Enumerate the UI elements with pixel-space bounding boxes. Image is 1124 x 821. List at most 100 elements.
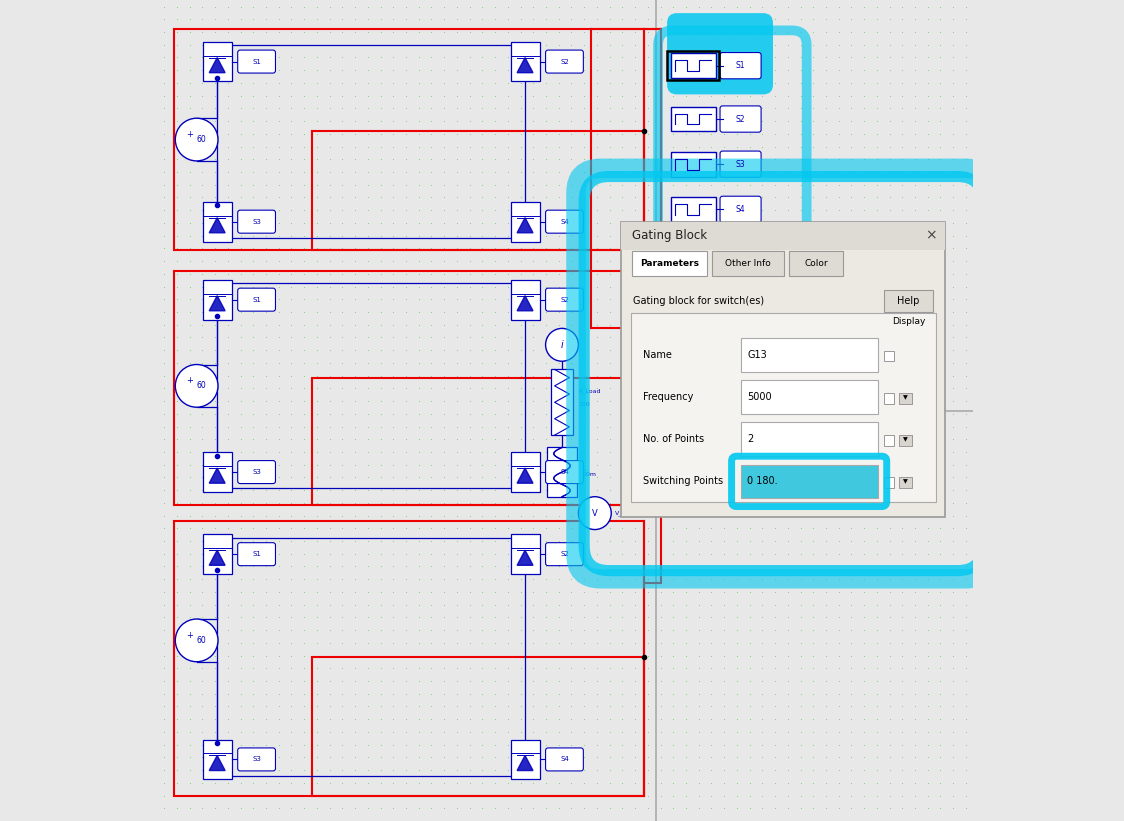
Point bbox=[397, 319, 415, 332]
Point bbox=[372, 395, 390, 408]
Point bbox=[232, 140, 250, 153]
FancyBboxPatch shape bbox=[667, 13, 773, 94]
Point bbox=[232, 293, 250, 306]
Point bbox=[702, 496, 720, 509]
Point bbox=[308, 343, 326, 356]
Point bbox=[932, 331, 950, 344]
Point bbox=[550, 573, 568, 586]
Point bbox=[728, 598, 746, 611]
Point bbox=[741, 738, 759, 751]
Point bbox=[842, 102, 860, 115]
Point bbox=[664, 305, 682, 319]
Point bbox=[868, 585, 886, 599]
Point bbox=[677, 801, 695, 814]
Point bbox=[448, 509, 466, 522]
Point bbox=[206, 777, 224, 790]
Point bbox=[652, 39, 670, 52]
Point bbox=[244, 738, 262, 751]
Point bbox=[638, 204, 656, 217]
Point bbox=[741, 343, 759, 356]
Point bbox=[435, 0, 453, 13]
Point bbox=[702, 76, 720, 89]
Point bbox=[320, 675, 338, 688]
Point bbox=[270, 534, 288, 548]
Point bbox=[346, 611, 364, 624]
Point bbox=[575, 229, 593, 242]
Point bbox=[562, 738, 580, 751]
Point bbox=[282, 268, 300, 281]
Point bbox=[473, 662, 491, 675]
Point bbox=[880, 509, 898, 522]
Point bbox=[868, 801, 886, 814]
Point bbox=[282, 153, 300, 166]
Point bbox=[957, 369, 975, 383]
Point bbox=[219, 764, 237, 777]
Point bbox=[397, 484, 415, 497]
Point bbox=[575, 407, 593, 420]
Point bbox=[868, 319, 886, 332]
Point bbox=[664, 433, 682, 446]
Point bbox=[932, 662, 950, 675]
Point bbox=[830, 750, 847, 764]
Point bbox=[206, 433, 224, 446]
Point bbox=[767, 127, 785, 140]
Point bbox=[779, 217, 797, 230]
Point bbox=[257, 166, 275, 179]
Point bbox=[918, 204, 936, 217]
Point bbox=[359, 395, 377, 408]
Point bbox=[868, 687, 886, 700]
Point bbox=[855, 89, 873, 103]
Point bbox=[715, 407, 733, 420]
Point bbox=[830, 217, 847, 230]
Point bbox=[805, 102, 823, 115]
Point bbox=[244, 471, 262, 484]
Point bbox=[320, 764, 338, 777]
Point bbox=[562, 395, 580, 408]
Point bbox=[652, 319, 670, 332]
Point bbox=[779, 51, 797, 64]
Point bbox=[410, 458, 428, 471]
Point bbox=[957, 687, 975, 700]
Point bbox=[334, 764, 352, 777]
Point bbox=[550, 331, 568, 344]
Point bbox=[206, 713, 224, 726]
Point bbox=[372, 343, 390, 356]
Point bbox=[779, 127, 797, 140]
Point bbox=[562, 319, 580, 332]
Point bbox=[167, 484, 185, 497]
Point bbox=[296, 204, 314, 217]
Point bbox=[944, 115, 962, 128]
Point bbox=[728, 76, 746, 89]
Point bbox=[715, 280, 733, 293]
Point bbox=[397, 140, 415, 153]
Point bbox=[524, 369, 542, 383]
Point bbox=[817, 178, 835, 191]
Point bbox=[741, 598, 759, 611]
Point bbox=[868, 382, 886, 395]
Point bbox=[473, 166, 491, 179]
Point bbox=[296, 382, 314, 395]
Text: 60: 60 bbox=[197, 636, 207, 644]
Point bbox=[219, 13, 237, 26]
Point bbox=[244, 280, 262, 293]
Point bbox=[334, 319, 352, 332]
Point bbox=[817, 534, 835, 548]
Point bbox=[741, 750, 759, 764]
Point bbox=[461, 76, 479, 89]
Point bbox=[410, 229, 428, 242]
Point bbox=[282, 509, 300, 522]
Point bbox=[296, 611, 314, 624]
Point bbox=[308, 726, 326, 739]
Point bbox=[575, 738, 593, 751]
Point bbox=[855, 343, 873, 356]
Point bbox=[244, 13, 262, 26]
Point bbox=[817, 369, 835, 383]
Point bbox=[779, 636, 797, 649]
Point bbox=[728, 0, 746, 13]
Point bbox=[944, 458, 962, 471]
Point bbox=[830, 687, 847, 700]
Point bbox=[282, 471, 300, 484]
Point bbox=[397, 713, 415, 726]
Point bbox=[842, 407, 860, 420]
Point bbox=[334, 420, 352, 433]
